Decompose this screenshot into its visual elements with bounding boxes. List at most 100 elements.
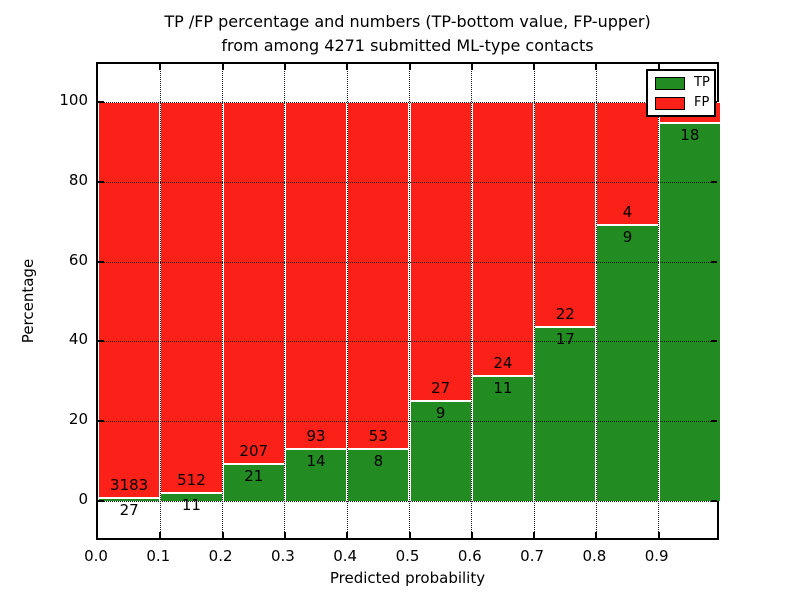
vertical-gridline [471, 64, 473, 538]
x-tickmark-top [657, 64, 660, 70]
y-tick-label: 20 [68, 410, 88, 429]
y-tickmark-right [711, 180, 717, 183]
fp-bar-segment [534, 102, 597, 328]
x-tick-label: 0.6 [457, 547, 482, 565]
x-tickmark-bottom [159, 532, 162, 538]
tp-bar-segment [284, 448, 348, 501]
x-tickmark-top [159, 64, 162, 70]
vertical-gridline [222, 64, 224, 538]
horizontal-gridline [98, 261, 717, 263]
legend-entry: TP [655, 75, 710, 90]
tp-count-label: 9 [622, 227, 633, 246]
x-tick-label: 0.8 [582, 547, 607, 565]
y-tick-label: 60 [68, 250, 88, 269]
fp-bar-segment [596, 102, 659, 225]
tp-bar-segment [534, 327, 597, 501]
fp-count-label: 22 [555, 305, 575, 324]
vertical-gridline [595, 64, 597, 538]
tp-bar-segment [658, 122, 721, 501]
vertical-gridline [284, 64, 286, 538]
vertical-gridline [533, 64, 535, 538]
fp-count-label: 207 [239, 442, 269, 461]
fp-count-label: 3183 [110, 475, 149, 494]
tp-bar-segment [222, 464, 285, 501]
y-tickmark-right [711, 420, 717, 423]
tp-bar-segment [98, 497, 161, 501]
x-tick-label: 0.5 [395, 547, 420, 565]
horizontal-gridline [98, 421, 717, 423]
y-tickmark-left [98, 500, 104, 502]
fp-count-label: 512 [177, 470, 206, 489]
chart-title-line2: from among 4271 submitted ML-type contac… [221, 36, 594, 55]
x-tick-label: 0.0 [84, 547, 108, 565]
y-tickmark-left [98, 180, 104, 183]
horizontal-gridline [98, 501, 717, 502]
y-tickmark-left [98, 260, 104, 263]
x-tick-label: 0.7 [520, 547, 545, 565]
y-tick-label: 40 [68, 330, 88, 349]
y-tickmark-left [98, 420, 104, 423]
x-tick-label: 0.2 [208, 547, 233, 565]
chart-title-line1: TP /FP percentage and numbers (TP-bottom… [164, 12, 651, 31]
chart-title: TP /FP percentage and numbers (TP-bottom… [96, 10, 719, 58]
chart-legend: TP FP [646, 69, 716, 117]
fp-bar-segment [471, 102, 535, 376]
y-tickmark-left [98, 340, 104, 343]
tp-count-label: 11 [493, 378, 513, 397]
plot-area: TP FP 3183 27 512 11 207 21 93 14 53 8 27 9 24 11 22 17 4… [96, 62, 721, 540]
y-tick-label: 80 [68, 170, 88, 189]
x-tickmark-bottom [346, 532, 349, 538]
x-tickmark-bottom [470, 532, 473, 538]
tp-bar-segment [409, 401, 472, 501]
vertical-gridline [409, 64, 410, 538]
vertical-gridline [159, 64, 161, 538]
x-tickmark-bottom [595, 532, 598, 538]
legend-entry-label: FP [694, 95, 710, 110]
tp-bar-segment [471, 375, 535, 501]
tp-count-label: 11 [181, 495, 201, 514]
x-tickmark-bottom [283, 532, 286, 538]
tp-count-label: 9 [435, 404, 446, 423]
x-tick-label: 0.9 [644, 547, 669, 565]
legend-entry-label: TP [694, 75, 710, 90]
x-tick-label: 0.1 [146, 547, 171, 565]
legend-entry: FP [655, 95, 710, 110]
fp-count-label: 4 [622, 202, 633, 221]
x-tick-label: 0.3 [270, 547, 295, 565]
x-tickmark-bottom [533, 532, 536, 538]
tp-bar-segment [160, 492, 223, 501]
tp-count-label: 8 [373, 451, 384, 470]
y-tickmark-right [711, 340, 717, 343]
x-tickmark-top [470, 64, 473, 70]
x-tickmark-bottom [221, 532, 224, 538]
x-tickmark-top [346, 64, 349, 70]
x-tickmark-top [595, 64, 598, 70]
fp-count-label: 27 [431, 379, 451, 398]
fp-legend-swatch [655, 96, 685, 110]
x-tickmark-top [533, 64, 536, 70]
horizontal-gridline [98, 102, 717, 103]
fp-count-label: 93 [306, 426, 326, 445]
x-tickmark-top [283, 64, 286, 70]
y-tick-label: 0 [78, 490, 88, 508]
horizontal-gridline [98, 181, 717, 183]
x-tick-label: 0.4 [333, 547, 358, 565]
y-tickmark-right [711, 500, 717, 502]
fp-bar-segment [98, 102, 161, 498]
y-tickmark-left [98, 101, 104, 103]
fp-bar-segment [347, 102, 410, 449]
fp-count-label: 24 [493, 353, 513, 372]
y-axis-label: Percentage [19, 258, 37, 344]
tp-count-label: 18 [680, 125, 700, 144]
x-tickmark-bottom [408, 532, 411, 538]
tp-count-label: 17 [555, 330, 575, 349]
fp-count-label: 53 [368, 426, 388, 445]
fp-bar-segment [409, 102, 472, 402]
horizontal-gridline [98, 341, 717, 343]
x-axis-label: Predicted probability [329, 569, 486, 587]
tp-count-label: 21 [244, 467, 264, 486]
tp-count-label: 14 [306, 451, 326, 470]
x-tickmark-bottom [657, 532, 660, 538]
x-tickmark-top [221, 64, 224, 70]
